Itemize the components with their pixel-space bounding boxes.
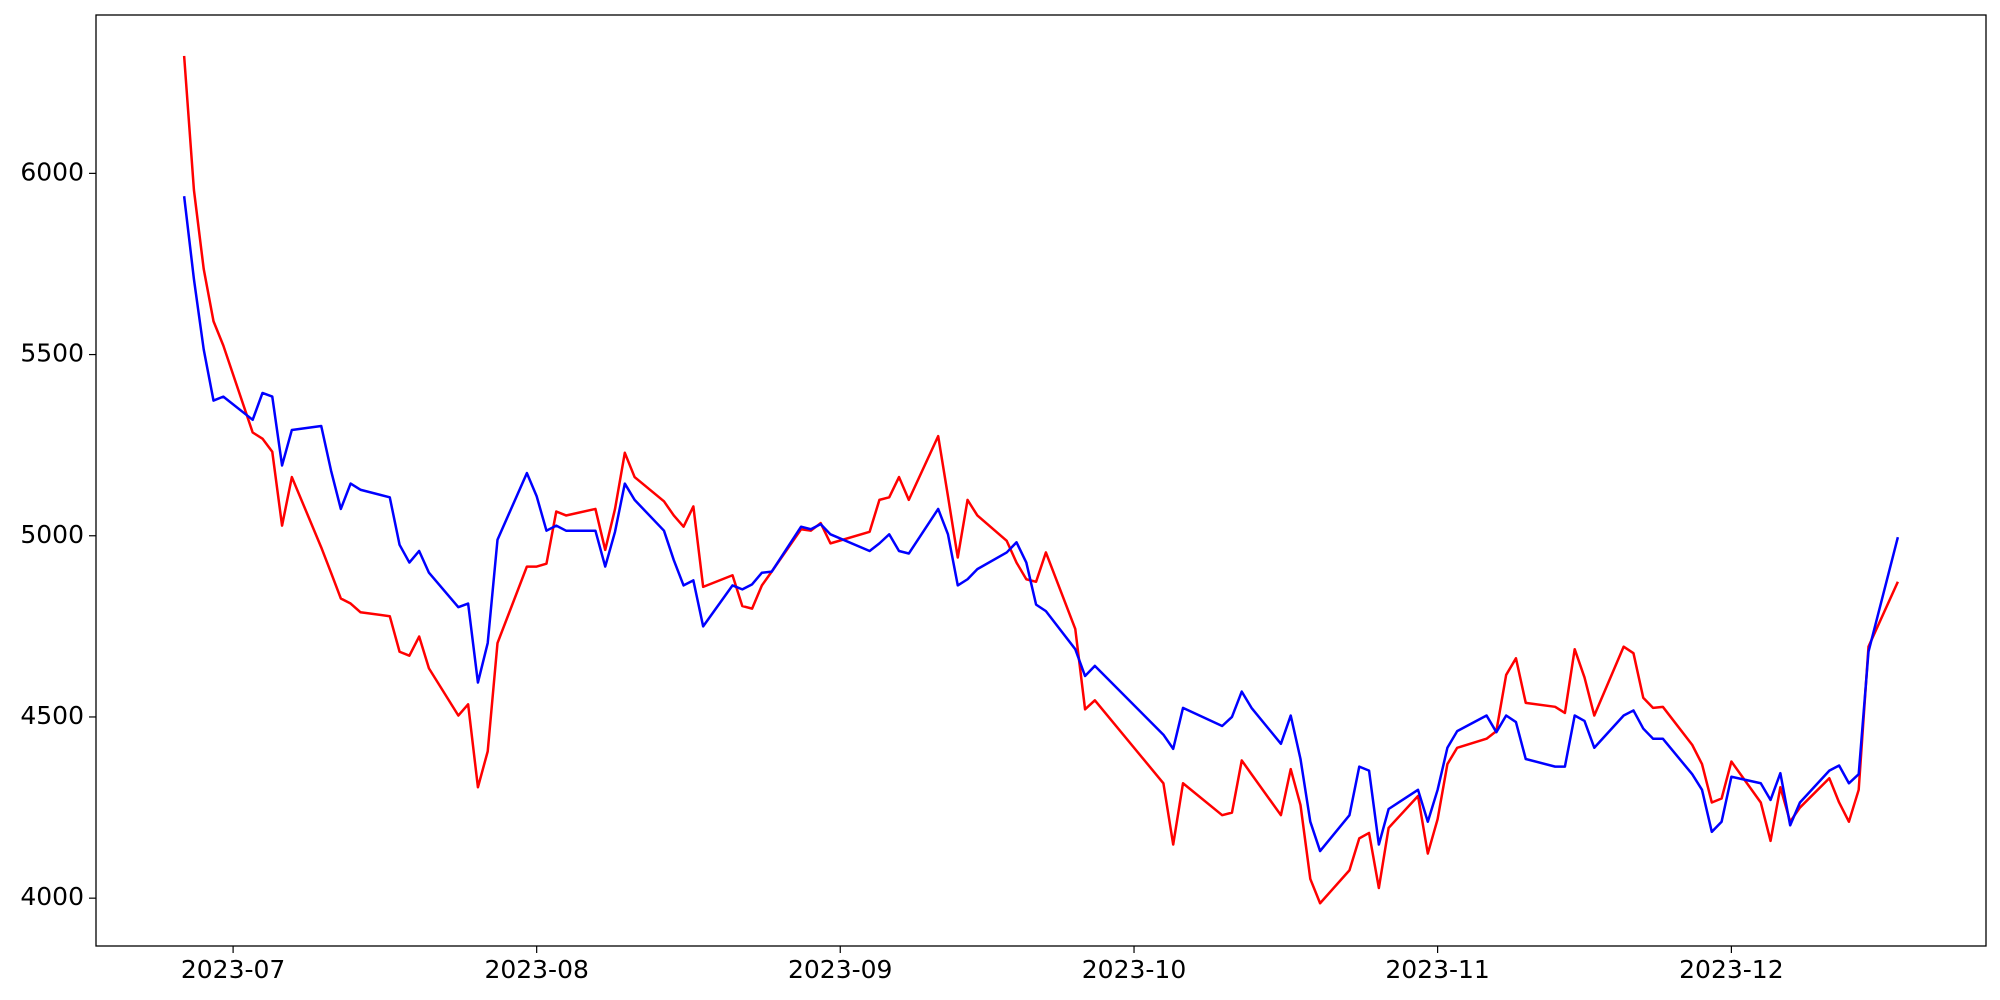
y-tick-label: 5500 — [20, 339, 84, 368]
series-line — [182, 55, 1900, 905]
x-tick-label: 2023-09 — [788, 955, 892, 984]
x-tick-label: 2023-12 — [1679, 955, 1783, 984]
y-tick-label: 4000 — [20, 882, 84, 911]
x-tick-label: 2023-10 — [1082, 955, 1186, 984]
series-line — [182, 196, 1900, 853]
y-tick-label: 5000 — [20, 520, 84, 549]
x-tick-label: 2023-11 — [1385, 955, 1489, 984]
x-tick-label: 2023-07 — [181, 955, 285, 984]
plot-frame — [95, 14, 1987, 947]
y-tick-label: 4500 — [20, 701, 84, 730]
y-tick-label: 6000 — [20, 157, 84, 186]
x-tick-label: 2023-08 — [484, 955, 588, 984]
